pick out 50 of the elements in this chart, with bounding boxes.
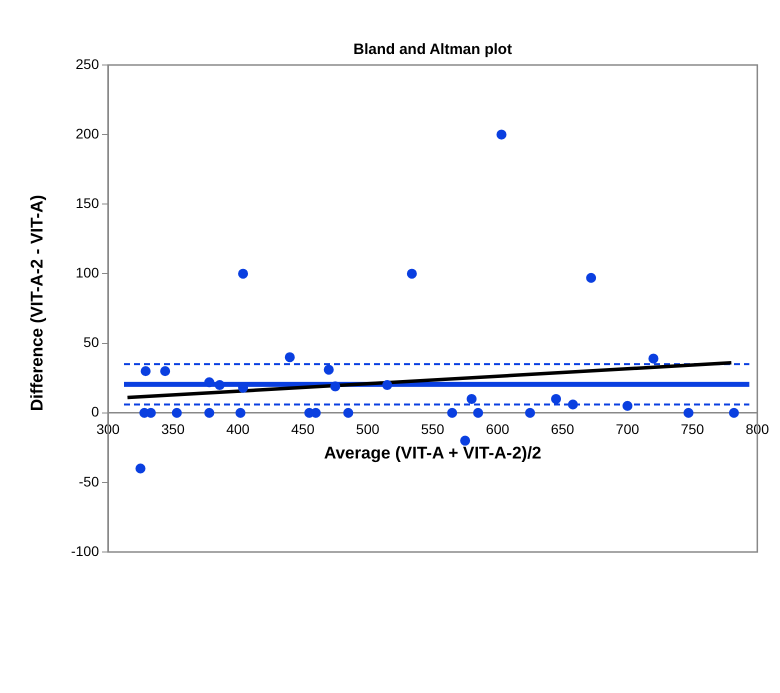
- point: [648, 354, 658, 364]
- y-tick-label: -50: [78, 473, 100, 490]
- x-tick-label: 500: [356, 421, 380, 438]
- point: [551, 394, 562, 404]
- x-tick-label: 750: [680, 421, 704, 438]
- x-tick-label: 550: [420, 421, 445, 438]
- point: [172, 408, 182, 418]
- chart-title: Bland and Altman plot: [353, 41, 512, 58]
- point: [683, 408, 694, 418]
- point: [238, 268, 248, 279]
- point: [235, 408, 246, 418]
- point: [343, 408, 354, 418]
- point: [406, 268, 417, 279]
- point: [496, 130, 506, 140]
- x-tick-label: 800: [746, 421, 770, 438]
- point: [204, 377, 214, 388]
- point: [204, 408, 214, 418]
- point: [324, 364, 334, 375]
- y-tick-label: 0: [91, 404, 100, 420]
- point: [330, 381, 340, 392]
- point: [466, 394, 477, 404]
- point: [460, 436, 470, 446]
- x-tick-label: 600: [486, 421, 510, 438]
- y-tick-label: 200: [76, 125, 100, 142]
- y-tick-label: 100: [76, 264, 100, 281]
- y-tick-label: -100: [70, 542, 100, 559]
- point: [140, 366, 151, 376]
- x-tick-label: 350: [161, 421, 185, 438]
- y-tick-label: 250: [76, 56, 100, 72]
- x-axis-title: Average (VIT-A + VIT-A-2)/2: [324, 444, 542, 463]
- x-tick-label: 300: [96, 421, 120, 438]
- x-tick-label: 450: [291, 421, 315, 438]
- point: [447, 408, 458, 418]
- point: [728, 408, 739, 418]
- point: [473, 408, 484, 418]
- point: [568, 400, 578, 410]
- point: [525, 408, 536, 418]
- point: [382, 380, 392, 390]
- y-axis-title: Difference (VIT-A-2 - VIT-A): [28, 194, 47, 412]
- point: [622, 400, 632, 411]
- x-tick-label: 700: [616, 421, 640, 438]
- point: [160, 366, 170, 376]
- x-tick-label: 400: [226, 421, 250, 438]
- point: [214, 380, 225, 390]
- y-tick-label: 150: [76, 195, 100, 211]
- x-tick-label: 650: [550, 421, 574, 438]
- point: [284, 352, 295, 362]
- point: [586, 272, 596, 283]
- y-tick-label: 50: [83, 334, 100, 350]
- point: [135, 464, 146, 474]
